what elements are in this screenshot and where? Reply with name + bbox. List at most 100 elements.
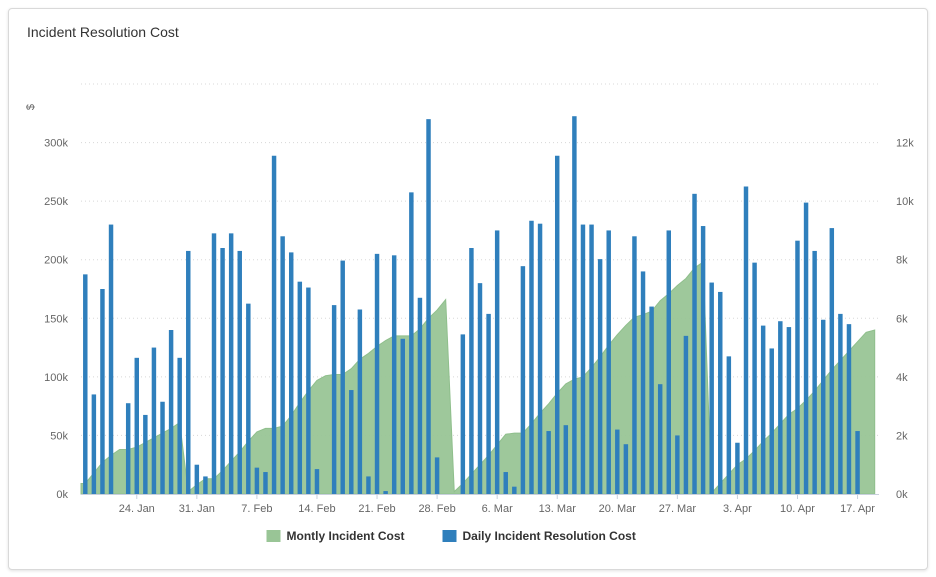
bar-daily-cost[interactable]: [623, 444, 629, 494]
y-right-tick-label: 6k: [896, 313, 908, 325]
bar-daily-cost[interactable]: [186, 250, 191, 494]
bar-daily-cost[interactable]: [426, 119, 431, 494]
bar-daily-cost[interactable]: [812, 250, 817, 494]
x-tick-label: 28. Feb: [418, 503, 455, 515]
bar-daily-cost[interactable]: [400, 338, 405, 494]
x-tick-label: 13. Mar: [539, 503, 577, 515]
bar-daily-cost[interactable]: [460, 334, 466, 494]
x-tick-label: 7. Feb: [241, 503, 272, 515]
bar-daily-cost[interactable]: [692, 193, 697, 494]
bar-daily-cost[interactable]: [374, 253, 380, 494]
bar-daily-cost[interactable]: [726, 356, 732, 494]
bar-daily-cost[interactable]: [469, 248, 474, 494]
bar-daily-cost[interactable]: [280, 236, 285, 495]
bar-daily-cost[interactable]: [288, 252, 294, 494]
bar-daily-cost[interactable]: [100, 289, 105, 494]
bar-daily-cost[interactable]: [409, 192, 414, 495]
bar-daily-cost[interactable]: [683, 335, 689, 494]
bar-daily-cost[interactable]: [675, 435, 680, 494]
bar-daily-cost[interactable]: [271, 155, 277, 494]
bar-daily-cost[interactable]: [520, 266, 526, 494]
bar-daily-cost[interactable]: [709, 282, 714, 494]
bar-daily-cost[interactable]: [494, 230, 500, 494]
bar-daily-cost[interactable]: [615, 429, 620, 494]
bar-daily-cost[interactable]: [572, 116, 577, 495]
bar-daily-cost[interactable]: [237, 250, 242, 494]
bar-daily-cost[interactable]: [366, 476, 371, 494]
bar-daily-cost[interactable]: [246, 303, 251, 494]
bar-daily-cost[interactable]: [718, 291, 723, 494]
y-left-tick-label: 300k: [44, 138, 68, 150]
bar-daily-cost[interactable]: [306, 287, 311, 494]
bar-daily-cost[interactable]: [143, 414, 148, 494]
bar-daily-cost[interactable]: [434, 457, 440, 494]
bar-daily-cost[interactable]: [349, 390, 354, 494]
y-left-tick-label: 200k: [44, 255, 68, 267]
bar-daily-cost[interactable]: [769, 348, 774, 494]
bar-daily-cost[interactable]: [194, 464, 200, 494]
bar-daily-cost[interactable]: [657, 384, 663, 494]
bar-daily-cost[interactable]: [108, 224, 114, 494]
y-right-tick-label: 2k: [896, 430, 908, 442]
bar-daily-cost[interactable]: [855, 431, 860, 494]
bar-daily-cost[interactable]: [331, 305, 337, 494]
legend-item[interactable]: Montly Incident Cost: [266, 529, 405, 543]
bar-daily-cost[interactable]: [177, 357, 182, 494]
bar-daily-cost[interactable]: [563, 425, 569, 494]
bar-daily-cost[interactable]: [160, 401, 165, 494]
bar-daily-cost[interactable]: [340, 260, 345, 494]
bar-daily-cost[interactable]: [254, 467, 260, 494]
bar-daily-cost[interactable]: [529, 220, 534, 494]
bar-daily-cost[interactable]: [778, 321, 783, 494]
bar-daily-cost[interactable]: [640, 271, 646, 494]
bar-daily-cost[interactable]: [752, 262, 757, 494]
bar-daily-cost[interactable]: [554, 155, 560, 494]
bar-daily-cost[interactable]: [760, 325, 766, 494]
bar-daily-cost[interactable]: [606, 230, 611, 494]
bar-daily-cost[interactable]: [503, 472, 508, 494]
legend-label: Montly Incident Cost: [287, 529, 405, 543]
bar-daily-cost[interactable]: [666, 230, 671, 494]
bar-daily-cost[interactable]: [134, 357, 139, 494]
bar-daily-cost[interactable]: [846, 324, 852, 494]
bar-daily-cost[interactable]: [838, 313, 843, 494]
bar-daily-cost[interactable]: [263, 472, 268, 494]
x-tick-label: 3. Apr: [723, 503, 752, 515]
bar-daily-cost[interactable]: [151, 347, 157, 494]
bar-daily-cost[interactable]: [546, 431, 551, 494]
bar-daily-cost[interactable]: [512, 486, 517, 494]
bar-daily-cost[interactable]: [91, 394, 97, 494]
bar-daily-cost[interactable]: [417, 297, 423, 494]
bar-daily-cost[interactable]: [477, 283, 483, 494]
bar-daily-cost[interactable]: [786, 327, 792, 494]
y-right-tick-label: 8k: [896, 255, 908, 267]
bar-daily-cost[interactable]: [820, 319, 826, 494]
bar-daily-cost[interactable]: [383, 491, 388, 494]
bar-daily-cost[interactable]: [297, 281, 303, 494]
bar-daily-cost[interactable]: [597, 259, 603, 494]
bar-daily-cost[interactable]: [228, 233, 234, 495]
bar-daily-cost[interactable]: [211, 233, 217, 495]
bar-daily-cost[interactable]: [743, 186, 749, 495]
bar-daily-cost[interactable]: [357, 309, 363, 495]
bar-daily-cost[interactable]: [125, 403, 131, 494]
bar-daily-cost[interactable]: [795, 240, 800, 494]
bar-daily-cost[interactable]: [700, 226, 706, 495]
bar-daily-cost[interactable]: [203, 476, 208, 494]
bar-daily-cost[interactable]: [735, 442, 740, 494]
bar-daily-cost[interactable]: [83, 274, 88, 494]
bar-daily-cost[interactable]: [580, 224, 586, 494]
bar-daily-cost[interactable]: [486, 313, 491, 494]
legend-item[interactable]: Daily Incident Resolution Cost: [442, 529, 636, 543]
bar-daily-cost[interactable]: [632, 236, 637, 495]
bar-daily-cost[interactable]: [314, 469, 320, 494]
bar-daily-cost[interactable]: [391, 255, 397, 494]
bar-daily-cost[interactable]: [168, 330, 174, 494]
bar-daily-cost[interactable]: [829, 228, 835, 494]
bar-daily-cost[interactable]: [589, 224, 594, 494]
bar-daily-cost[interactable]: [537, 223, 543, 494]
column-series-layer: [83, 116, 860, 495]
bar-daily-cost[interactable]: [220, 248, 225, 494]
bar-daily-cost[interactable]: [803, 202, 809, 495]
bar-daily-cost[interactable]: [649, 306, 654, 494]
